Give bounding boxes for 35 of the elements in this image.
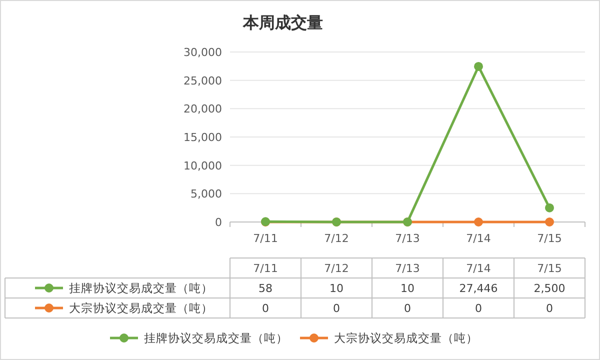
data-label: 0 (262, 302, 269, 315)
point (545, 218, 554, 226)
y-tick-label: 0 (215, 216, 222, 229)
x-tick-label: 7/15 (537, 232, 562, 245)
category-label: 7/15 (537, 262, 562, 275)
point (545, 203, 554, 212)
y-tick-label: 5,000 (190, 188, 222, 201)
legend-label: 大宗协议交易成交量（吨） (69, 301, 213, 315)
category-label: 7/14 (466, 262, 491, 275)
data-label: 0 (546, 302, 553, 315)
category-label: 7/11 (253, 262, 278, 275)
point (474, 62, 483, 71)
chart-title: 本周成交量 (242, 13, 323, 32)
data-label: 10 (400, 282, 414, 295)
y-tick-label: 25,000 (184, 74, 222, 88)
data-label: 2,500 (534, 282, 566, 295)
x-tick-label: 7/14 (466, 232, 491, 245)
y-tick-label: 15,000 (184, 131, 222, 144)
data-label: 0 (475, 302, 482, 315)
category-label: 7/12 (324, 262, 349, 275)
x-tick-label: 7/13 (395, 232, 420, 245)
y-tick-label: 20,000 (184, 102, 222, 116)
x-tick-label: 7/12 (324, 232, 349, 245)
data-label: 10 (330, 282, 344, 295)
data-label: 0 (404, 302, 411, 315)
point (474, 218, 483, 226)
x-tick-label: 7/11 (253, 232, 278, 245)
data-label: 27,446 (459, 282, 498, 295)
data-label: 58 (258, 282, 272, 295)
legend: 挂牌协议交易成交量（吨） 大宗协议交易成交量（吨） (110, 331, 478, 345)
data-label: 0 (333, 302, 340, 315)
y-tick-label: 30,000 (184, 46, 222, 59)
y-tick-label: 10,000 (184, 159, 222, 172)
category-label: 7/13 (395, 262, 420, 275)
legend-label: 挂牌协议交易成交量（吨） (69, 281, 213, 295)
